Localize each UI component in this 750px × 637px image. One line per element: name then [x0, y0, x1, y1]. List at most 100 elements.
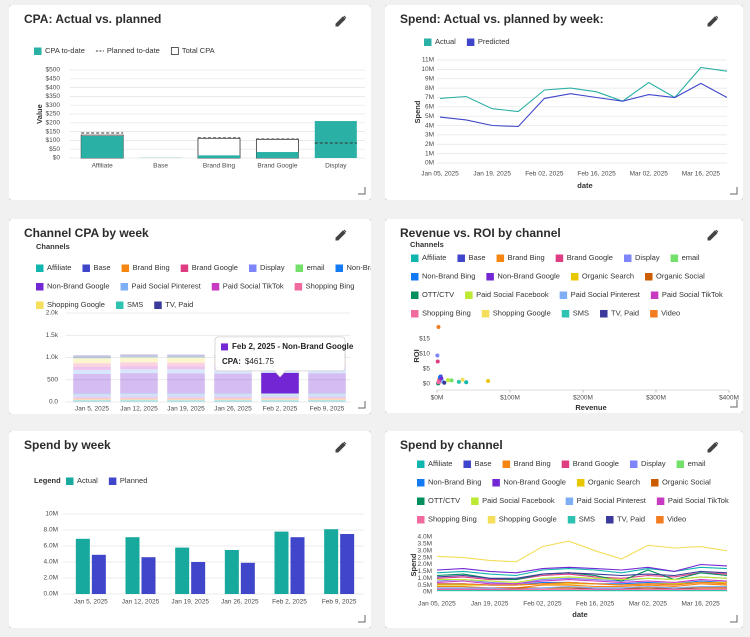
legend-swatch: [115, 301, 124, 309]
y-tick-label: 6.0M: [44, 543, 58, 550]
bar: [191, 562, 206, 594]
bar-segment: [167, 357, 205, 363]
bar-segment: [120, 362, 158, 366]
y-tick-label: 4M: [425, 122, 434, 129]
legend-title: Channels: [36, 242, 70, 251]
legend-title: Legend: [34, 476, 61, 485]
bar-segment: [167, 369, 205, 374]
x-tick-label: Display: [325, 163, 347, 170]
legend-label: Paid Social TikTok: [662, 290, 723, 299]
tooltip-title: Feb 2, 2025 - Non-Brand Google: [232, 342, 354, 351]
resize-handle[interactable]: [730, 400, 738, 408]
bar-segment: [261, 397, 299, 399]
series-line: [436, 563, 728, 574]
legend-swatch: [295, 264, 304, 272]
legend-label: Base: [93, 263, 110, 272]
point: [486, 379, 491, 383]
bar: [81, 136, 124, 158]
legend-swatch: [211, 283, 220, 291]
x-tick-label: Mar 16, 2025: [681, 601, 720, 608]
bar-segment: [120, 394, 158, 395]
y-tick-label: 8.0M: [44, 527, 58, 534]
legend-swatch: [502, 460, 511, 468]
card: [385, 5, 743, 200]
chart-card: Spend: Actual vs. planned by week: 0M 1M 2M…: [385, 5, 743, 200]
resize-handle[interactable]: [730, 187, 738, 195]
legend-label: Display: [641, 459, 666, 468]
edit-button[interactable]: [707, 229, 719, 241]
y-tick-label: 2.0k: [46, 310, 59, 317]
legend-label: Shopping Bing: [422, 308, 471, 317]
x-tick-label: Brand Bing: [203, 163, 236, 170]
y-axis-label: ROI: [412, 349, 421, 362]
y-tick-label: 10M: [45, 511, 58, 518]
legend-swatch: [650, 310, 658, 318]
bar-segment: [167, 362, 205, 367]
legend-title: Channels: [410, 240, 444, 249]
series-line: [437, 585, 727, 590]
series-line: [436, 572, 728, 581]
y-tick-label: 8M: [425, 85, 434, 92]
bar-segment: [261, 393, 299, 395]
edit-button[interactable]: [335, 229, 347, 241]
y-tick-label: 3.0M: [418, 547, 432, 554]
x-tick-label: Mar 16, 2025: [682, 171, 721, 178]
bar-segment: [308, 393, 346, 395]
legend-label: Total CPA: [182, 46, 215, 55]
x-tick-label: Feb 02, 2025: [523, 601, 562, 608]
edit-button[interactable]: [707, 15, 719, 27]
legend-swatch: [248, 264, 257, 272]
bar: [256, 152, 299, 158]
edit-button[interactable]: [335, 15, 347, 27]
x-tick-label: Feb 02, 2025: [525, 171, 564, 178]
legend-label: Predicted: [478, 37, 510, 46]
y-tick-label: 2.5M: [418, 554, 432, 561]
tooltip-pointer: [273, 370, 287, 378]
edit-button[interactable]: [335, 441, 347, 453]
legend-label: Base: [468, 253, 485, 262]
y-tick-label: 4.0M: [418, 534, 432, 541]
legend-swatch: [561, 310, 570, 318]
series-line: [439, 82, 728, 128]
bar-segment: [167, 373, 205, 394]
edit-button[interactable]: [707, 441, 719, 453]
legend-swatch: [561, 460, 570, 468]
x-tick-label: Jan 19, 2025: [171, 599, 209, 606]
resize-handle[interactable]: [730, 615, 738, 623]
legend-swatch: [565, 497, 574, 505]
legend-swatch: [570, 273, 579, 281]
bar-segment: [120, 397, 158, 399]
y-tick-label: $15: [419, 336, 430, 343]
legend-swatch: [463, 460, 471, 468]
legend-label: email: [688, 459, 706, 468]
y-tick-label: $300: [46, 102, 61, 109]
legend-label: Non-Brand Google: [497, 271, 560, 280]
bar-segment: [167, 394, 205, 398]
bar-segment: [261, 372, 299, 394]
bar-segment: [214, 394, 252, 398]
legend-swatch: [294, 283, 303, 291]
resize-handle[interactable]: [358, 615, 366, 623]
y-tick-label: 7M: [425, 94, 434, 101]
legend-label: email: [307, 263, 325, 272]
legend-swatch: [417, 460, 425, 468]
resize-handle[interactable]: [358, 187, 366, 195]
legend-label: Non-Brand Bing: [422, 271, 475, 280]
chart-card: Spend by channel0M0.5M1.0M1.5M2.0M2.5M3.…: [385, 431, 743, 628]
bar-segment: [214, 397, 252, 399]
legend-swatch: [487, 516, 496, 524]
legend-label: Non-Brand Bing: [347, 263, 400, 272]
series-line: [437, 581, 728, 586]
x-tick-label: Jan 12, 2025: [122, 599, 160, 606]
bar-segment: [308, 400, 346, 402]
bar-segment: [214, 393, 252, 395]
legend-swatch: [656, 516, 664, 524]
series-line: [436, 579, 728, 585]
resize-handle[interactable]: [358, 401, 366, 409]
bar-segment: [73, 400, 111, 402]
bar-segment: [73, 355, 111, 358]
legend-label: Non-Brand Google: [503, 477, 566, 486]
legend-label: SMS: [573, 308, 589, 317]
bar-segment: [167, 366, 205, 370]
